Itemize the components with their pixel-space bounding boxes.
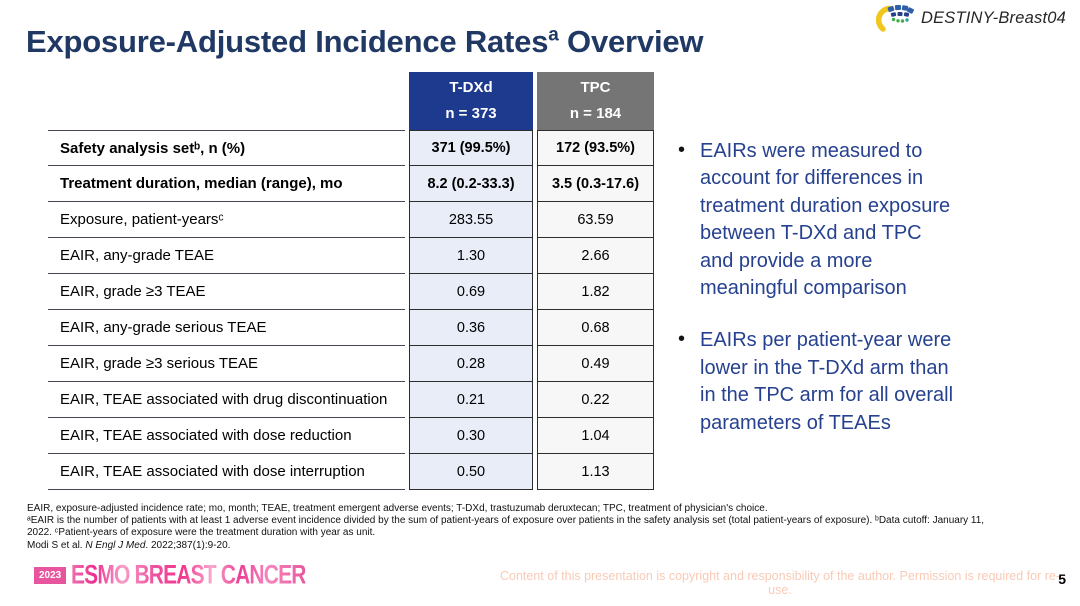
- copyright-notice: Content of this presentation is copyrigh…: [500, 569, 1061, 597]
- footnotes: EAIR, exposure-adjusted incidence rate; …: [27, 503, 984, 552]
- icon-blue-segments: [887, 5, 914, 14]
- table-row: Treatment duration, median (range), mo 8…: [48, 166, 654, 202]
- tpc-value: 3.5 (0.3-17.6): [537, 166, 654, 202]
- column-header-tdxd: T-DXd n = 373: [409, 72, 533, 130]
- icon-green-dots: [891, 17, 909, 23]
- table-corner-cell: [48, 72, 405, 130]
- page-title: Exposure-Adjusted Incidence Ratesa Overv…: [26, 24, 704, 60]
- tpc-value: 2.66: [537, 238, 654, 274]
- table-row: EAIR, grade ≥3 TEAE 0.69 1.82: [48, 274, 654, 310]
- row-label: EAIR, TEAE associated with drug disconti…: [48, 382, 405, 418]
- tpc-value: 1.04: [537, 418, 654, 454]
- footnote-c: 2022. ᶜPatient-years of exposure were th…: [27, 527, 376, 539]
- trial-logo: DESTINY-Breast04: [875, 5, 1066, 32]
- esmo-breast-cancer-logo: 2023 ESMO BREAST CANCER: [34, 560, 351, 590]
- tpc-value: 172 (93.5%): [537, 130, 654, 166]
- tdxd-value: 1.30: [409, 238, 533, 274]
- row-label: EAIR, any-grade serious TEAE: [48, 310, 405, 346]
- page-number: 5: [1058, 571, 1066, 587]
- tpc-arm-n: n = 184: [569, 105, 622, 122]
- key-point: • EAIRs per patient-year were lower in t…: [676, 327, 1032, 437]
- tdxd-value: 371 (99.5%): [409, 130, 533, 166]
- table-row: EAIR, any-grade serious TEAE 0.36 0.68: [48, 310, 654, 346]
- reference-citation: Modi S et al. N Engl J Med. 2022;387(1):…: [27, 540, 984, 552]
- table-row: EAIR, any-grade TEAE 1.30 2.66: [48, 238, 654, 274]
- trial-name: DESTINY-Breast04: [920, 9, 1066, 27]
- tdxd-value: 0.30: [409, 418, 533, 454]
- tdxd-value: 0.69: [409, 274, 533, 310]
- tdxd-arm-n: n = 373: [445, 105, 497, 122]
- table-row: EAIR, TEAE associated with dose reductio…: [48, 418, 654, 454]
- tpc-value: 1.13: [537, 454, 654, 490]
- table-row: Safety analysis setᵇ, n (%) 371 (99.5%) …: [48, 130, 654, 166]
- key-point-text: EAIRs per patient-year were lower in the…: [700, 329, 954, 434]
- esmo-logo-text: ESMO BREAST CANCER: [71, 560, 306, 590]
- tdxd-value: 0.21: [409, 382, 533, 418]
- row-label: Safety analysis setᵇ, n (%): [48, 130, 405, 166]
- row-label: EAIR, grade ≥3 serious TEAE: [48, 346, 405, 382]
- eair-table: T-DXd n = 373 TPC n = 184 Safety analysi…: [44, 72, 658, 490]
- tdxd-value: 283.55: [409, 202, 533, 238]
- row-label: EAIR, TEAE associated with dose interrup…: [48, 454, 405, 490]
- bullet-icon: •: [678, 139, 686, 161]
- title-main: Exposure-Adjusted Incidence Rates: [26, 24, 549, 59]
- tpc-value: 0.22: [537, 382, 654, 418]
- table-row: EAIR, TEAE associated with dose interrup…: [48, 454, 654, 490]
- tdxd-value: 0.28: [409, 346, 533, 382]
- esmo-year-badge: 2023: [34, 567, 67, 584]
- key-point: • EAIRs were measured to account for dif…: [676, 138, 1032, 302]
- tdxd-value: 8.2 (0.2-33.3): [409, 166, 533, 202]
- reference-detail: . 2022;387(1):9-20.: [145, 539, 231, 551]
- reference-authors: Modi S et al.: [27, 539, 86, 551]
- tpc-value: 0.49: [537, 346, 654, 382]
- destiny-trial-icon: [875, 5, 914, 32]
- table-row: Exposure, patient-yearsᶜ 283.55 63.59: [48, 202, 654, 238]
- tdxd-value: 0.36: [409, 310, 533, 346]
- table-row: EAIR, grade ≥3 serious TEAE 0.28 0.49: [48, 346, 654, 382]
- row-label: EAIR, any-grade TEAE: [48, 238, 405, 274]
- column-header-tpc: TPC n = 184: [537, 72, 654, 130]
- key-point-text: EAIRs were measured to account for diffe…: [700, 140, 951, 299]
- title-suffix: Overview: [558, 24, 704, 59]
- table-row: EAIR, TEAE associated with drug disconti…: [48, 382, 654, 418]
- row-label: Treatment duration, median (range), mo: [48, 166, 405, 202]
- tpc-value: 0.68: [537, 310, 654, 346]
- tpc-arm-name: TPC: [580, 78, 611, 96]
- footnote-abbreviations: EAIR, exposure-adjusted incidence rate; …: [27, 503, 768, 514]
- bullet-icon: •: [678, 328, 686, 351]
- reference-journal: N Engl J Med: [85, 539, 146, 551]
- key-points-list: • EAIRs were measured to account for dif…: [676, 138, 1032, 462]
- row-label: Exposure, patient-yearsᶜ: [48, 202, 405, 238]
- footnote-a-b: ᵃEAIR is the number of patients with at …: [27, 515, 985, 527]
- icon-dark-blue-segments: [890, 12, 910, 17]
- title-superscript: a: [548, 24, 559, 46]
- row-label: EAIR, grade ≥3 TEAE: [48, 274, 405, 310]
- icon-yellow-crescent: [875, 5, 893, 32]
- row-label: EAIR, TEAE associated with dose reductio…: [48, 418, 405, 454]
- tpc-value: 1.82: [537, 274, 654, 310]
- table-header-row: T-DXd n = 373 TPC n = 184: [48, 72, 654, 130]
- tpc-value: 63.59: [537, 202, 654, 238]
- tdxd-arm-name: T-DXd: [449, 78, 493, 96]
- tdxd-value: 0.50: [409, 454, 533, 490]
